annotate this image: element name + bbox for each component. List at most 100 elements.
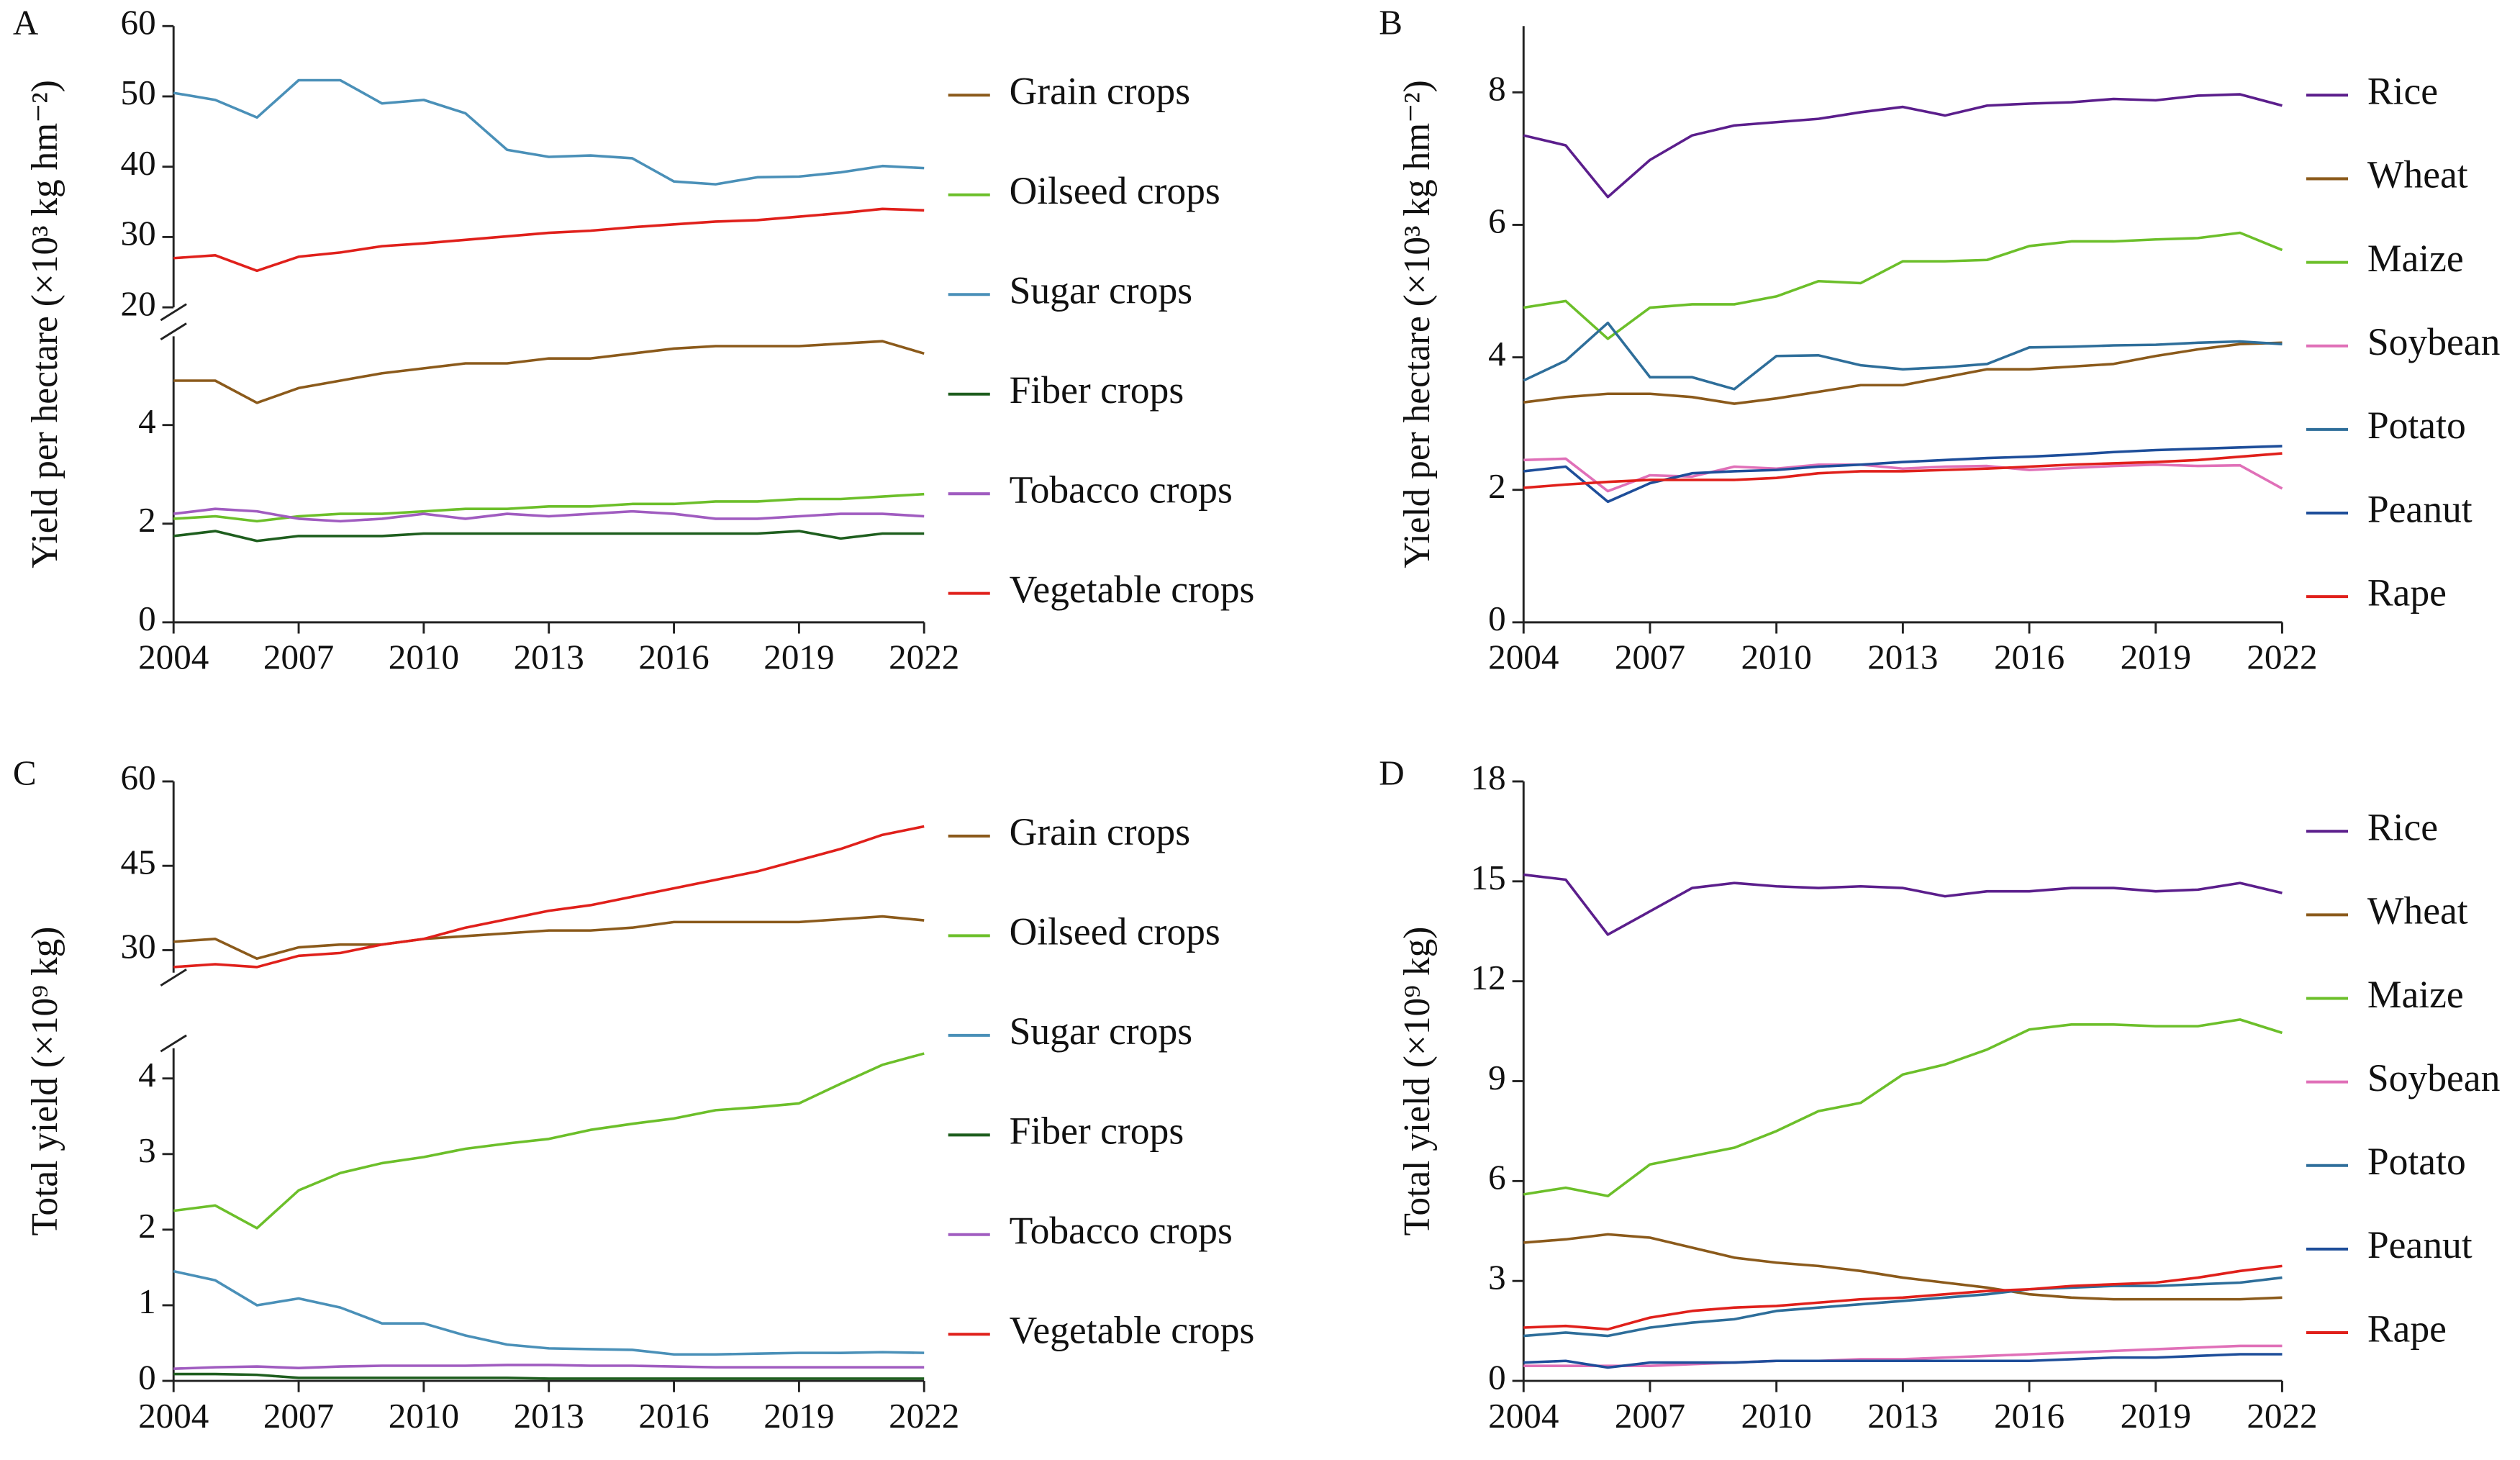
y-tick-label: 0 [138,599,156,638]
series-line [173,1052,925,1230]
series-line [173,1372,925,1380]
series-line [173,207,925,273]
legend-label: Rape [2367,571,2447,614]
y-tick-label: 30 [121,927,156,966]
x-tick-label: 2004 [1488,1396,1559,1436]
panel-label: B [1379,3,1402,42]
y-tick-label: 6 [1488,1158,1506,1197]
y-tick-label: 4 [1488,334,1506,373]
series-line [1523,93,2283,199]
x-tick-label: 2004 [138,638,209,677]
x-tick-label: 2016 [1994,638,2065,677]
legend-label: Potato [2367,1140,2466,1183]
legend-label: Tobacco crops [1010,468,1233,511]
series-line [173,492,925,523]
series-line [1523,1233,2283,1301]
y-tick-label: 30 [121,214,156,253]
x-tick-label: 2016 [638,1396,709,1436]
x-tick-label: 2007 [1615,1396,1685,1436]
legend-label: Peanut [2367,1223,2473,1266]
x-tick-label: 2004 [138,1396,209,1436]
axis-break [160,322,187,341]
series-line [1523,1353,2283,1369]
legend-label: Peanut [2367,487,2473,530]
y-tick-label: 3 [1488,1257,1506,1297]
y-tick-label: 0 [138,1357,156,1397]
x-tick-label: 2010 [389,638,459,677]
y-tick-label: 60 [121,3,156,42]
x-tick-label: 2022 [2247,638,2317,677]
legend-label: Rice [2367,806,2438,849]
y-axis-title: Yield per hectare (×10³ kg hm⁻²) [1397,80,1438,568]
x-tick-label: 2013 [514,1396,584,1436]
y-tick-label: 50 [121,73,156,112]
x-tick-label: 2019 [2121,1396,2191,1436]
legend-label: Rice [2367,70,2438,113]
y-axis-title: Yield per hectare (×10³ kg hm⁻²) [24,80,65,568]
x-tick-label: 2022 [2247,1396,2317,1436]
series-line [173,825,925,969]
legend-label: Fiber crops [1010,1110,1184,1153]
panel-label: A [13,3,39,42]
x-tick-label: 2016 [638,638,709,677]
axis-break [160,1034,187,1053]
y-tick-label: 6 [1488,201,1506,241]
series-line [1523,341,2283,405]
y-tick-label: 40 [121,143,156,183]
y-tick-label: 3 [138,1130,156,1170]
y-axis-title: Total yield (×10⁹ kg) [24,927,65,1236]
x-tick-label: 2013 [514,638,584,677]
series-line [1523,1344,2283,1367]
y-tick-label: 20 [121,284,156,323]
series-line [173,78,925,186]
axis-break [160,303,187,322]
y-tick-label: 1 [138,1282,156,1321]
y-tick-label: 2 [1488,466,1506,506]
x-tick-label: 2010 [1741,638,1812,677]
x-tick-label: 2013 [1867,638,1938,677]
series-line [1523,1276,2283,1338]
x-tick-label: 2010 [1741,1396,1812,1436]
y-tick-label: 2 [138,1206,156,1246]
x-tick-label: 2010 [389,1396,459,1436]
x-tick-label: 2019 [763,1396,834,1436]
series-line [1523,873,2283,936]
legend-label: Vegetable crops [1010,1309,1255,1352]
legend-label: Potato [2367,404,2466,447]
y-tick-label: 45 [121,843,156,882]
y-axis-title: Total yield (×10⁹ kg) [1397,927,1438,1236]
y-tick-label: 18 [1471,758,1506,797]
x-tick-label: 2016 [1994,1396,2065,1436]
legend-label: Vegetable crops [1010,568,1255,611]
legend-label: Soybean [2367,320,2501,363]
legend-label: Grain crops [1010,810,1191,853]
legend-label: Rape [2367,1307,2447,1350]
y-tick-label: 9 [1488,1058,1506,1097]
legend-label: Maize [2367,973,2464,1016]
x-tick-label: 2019 [2121,638,2191,677]
x-tick-label: 2007 [263,1396,334,1436]
x-tick-label: 2013 [1867,1396,1938,1436]
x-tick-label: 2022 [889,638,959,677]
legend-label: Sugar crops [1010,1010,1193,1053]
series-line [173,340,925,404]
axis-break [160,969,187,987]
series-line [1523,231,2283,340]
y-tick-label: 0 [1488,599,1506,638]
series-line [1523,445,2283,504]
legend-label: Wheat [2367,153,2468,196]
y-tick-label: 0 [1488,1357,1506,1397]
series-line [1523,452,2283,489]
y-tick-label: 8 [1488,69,1506,109]
series-line [1523,321,2283,391]
series-line [173,1269,925,1356]
legend-label: Oilseed crops [1010,169,1220,212]
legend-label: Oilseed crops [1010,910,1220,953]
x-tick-label: 2007 [1615,638,1685,677]
legend-label: Tobacco crops [1010,1209,1233,1252]
y-tick-label: 2 [138,500,156,540]
series-line [173,915,925,960]
x-tick-label: 2004 [1488,638,1559,677]
legend-label: Sugar crops [1010,269,1193,312]
